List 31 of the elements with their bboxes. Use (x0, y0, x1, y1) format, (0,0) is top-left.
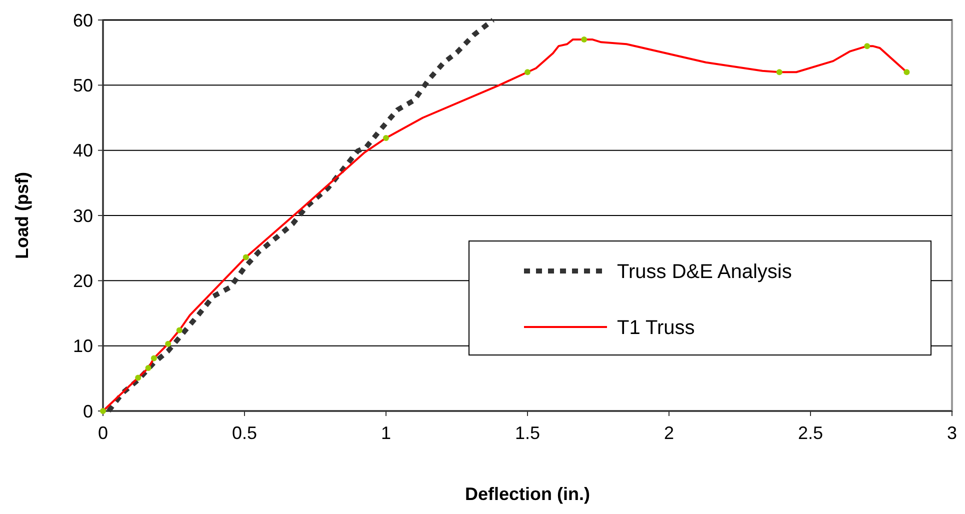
point (242, 254, 249, 260)
y-axis-title: Load (psf) (12, 172, 32, 259)
legend-label: Truss D&E Analysis (617, 261, 792, 283)
point (176, 327, 182, 334)
y-tick-label: 50 (72, 75, 93, 96)
point (581, 36, 588, 43)
point (383, 134, 389, 141)
point (864, 43, 870, 50)
x-tick-label: 2.5 (798, 423, 824, 443)
x-tick-label: 0.5 (232, 423, 258, 443)
x-tick-label: 1 (380, 423, 392, 443)
x-tick-label: 1.5 (514, 423, 540, 443)
x-tick-label: 0 (98, 423, 108, 443)
y-tick-label: 60 (72, 10, 93, 30)
legend-label: T1 Truss (617, 317, 695, 339)
point (776, 69, 782, 76)
x-tick-label: 3 (946, 423, 958, 443)
y-tick-label: 10 (72, 336, 93, 356)
point (145, 364, 152, 371)
point (165, 340, 172, 347)
point (524, 69, 530, 76)
x-tick-label: 2 (664, 423, 674, 443)
x-axis-title: Deflection (in.) (465, 484, 590, 504)
y-tick-label: 40 (72, 140, 93, 161)
y-tick-label: 20 (72, 270, 93, 291)
point (100, 408, 106, 414)
point (150, 355, 157, 362)
y-tick-label: 0 (82, 401, 93, 422)
point (135, 374, 142, 381)
y-tick-label: 30 (72, 206, 93, 226)
point (904, 69, 910, 76)
